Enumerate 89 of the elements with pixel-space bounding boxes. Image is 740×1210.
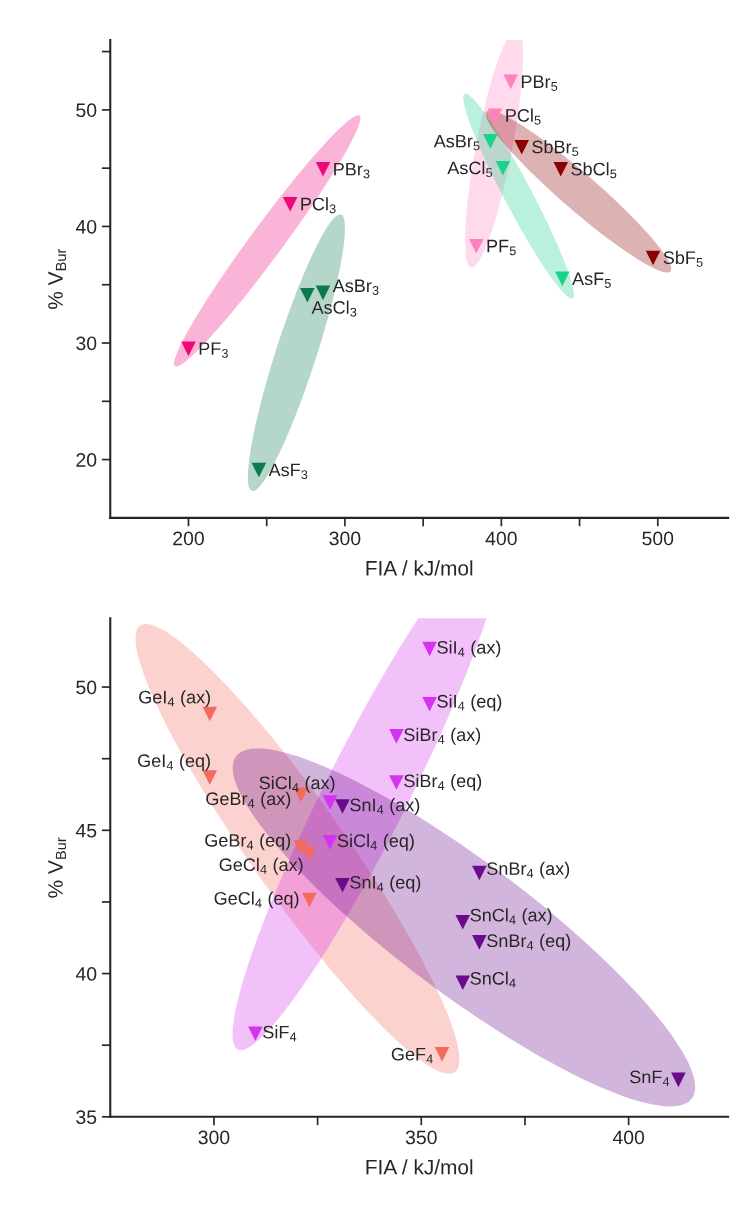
annotation: PCl$_{3}$: [301, 197, 336, 214]
y-tick-label: 40: [75, 219, 97, 234]
point: [315, 285, 331, 301]
point: [472, 865, 487, 881]
y-axis-title: % V$_{Bur}$: [48, 837, 67, 898]
annotation: GeI$_{4}$ (ax): [139, 690, 210, 708]
annotation: AsBr$_{5}$: [433, 134, 480, 151]
point: [671, 1072, 686, 1088]
annotation: PF$_{5}$: [487, 239, 516, 256]
annotation: SnF$_{4}$: [630, 1070, 670, 1086]
annotation: PBr$_{3}$: [334, 162, 370, 179]
point: [645, 250, 661, 266]
annotation: SbCl$_{5}$: [571, 162, 617, 179]
y-tick-label: 20: [76, 453, 97, 467]
point: [495, 160, 511, 176]
y-tick-label: 50: [76, 103, 97, 118]
point: [514, 139, 529, 155]
annotation: GeCl$_{4}$ (eq): [214, 891, 299, 909]
x-tick-label: 400: [612, 1130, 645, 1145]
point: [469, 238, 484, 254]
x-axis-title: FIA / kJ/mol: [366, 560, 473, 576]
annotation: SiBr$_{4}$ (eq): [404, 773, 482, 791]
point: [282, 197, 298, 212]
x-tick-label: 350: [405, 1130, 437, 1145]
x-tick-label: 400: [485, 531, 517, 546]
point: [202, 770, 218, 785]
annotation: SnBr$_{4}$ (ax): [487, 861, 570, 879]
y-tick-label: 30: [76, 336, 97, 351]
point: [483, 134, 498, 149]
annotation: AsF$_{5}$: [572, 272, 611, 288]
point: [335, 799, 350, 814]
annotation: SiCl$_{4}$ (eq): [337, 833, 414, 851]
y-tick-label: 35: [76, 1110, 97, 1125]
y-tick-label: 40: [75, 967, 97, 981]
point: [389, 729, 404, 744]
point: [302, 892, 317, 908]
point: [302, 846, 317, 862]
x-axis-title: FIA / kJ/mol: [366, 1159, 473, 1175]
annotation: SiBr$_{4}$ (ax): [404, 727, 481, 745]
annotation: PCl$_{5}$: [506, 108, 541, 125]
point: [472, 935, 487, 950]
annotation: SnI$_{4}$ (eq): [350, 875, 421, 893]
annotation: PBr$_{5}$: [521, 75, 558, 91]
annotation: GeBr$_{4}$ (ax): [206, 791, 291, 809]
annotation: GeF$_{4}$: [391, 1047, 433, 1064]
point: [335, 878, 350, 893]
annotation: SnCl$_{4}$: [470, 971, 516, 988]
x-tick-label: 300: [329, 531, 361, 546]
point: [251, 462, 267, 478]
point: [389, 775, 404, 790]
point: [455, 915, 471, 930]
x-tick-label: 200: [173, 531, 204, 546]
point: [248, 1026, 263, 1042]
point: [181, 341, 196, 357]
point: [322, 795, 338, 810]
point: [315, 162, 331, 177]
point: [293, 840, 309, 855]
point: [434, 1047, 450, 1062]
annotation: SiF$_{4}$: [263, 1025, 297, 1042]
annotation: AsF$_{3}$: [268, 463, 308, 480]
point: [503, 74, 519, 90]
point: [202, 706, 218, 722]
annotation: PF$_{3}$: [199, 342, 228, 358]
x-tick-label: 500: [642, 531, 674, 546]
point: [455, 975, 471, 991]
annotation: SiI$_{4}$ (ax): [437, 640, 501, 658]
annotation: SnI$_{4}$ (ax): [350, 798, 420, 815]
x-tick-label: 300: [198, 1130, 230, 1145]
point: [555, 271, 570, 287]
y-axis-title: % V$_{Bur}$: [48, 248, 67, 309]
annotation: AsCl$_{3}$: [311, 300, 357, 317]
point: [553, 162, 569, 177]
annotation: SiCl$_{4}$ (ax): [259, 775, 335, 793]
point: [487, 108, 503, 123]
annotation: SnCl$_{4}$ (ax): [470, 908, 552, 926]
y-tick-label: 50: [76, 680, 97, 695]
annotation: GeBr$_{4}$ (eq): [205, 833, 291, 851]
point: [422, 641, 437, 657]
annotation: SiI$_{4}$ (eq): [437, 694, 502, 712]
annotation: SnBr$_{4}$ (eq): [487, 933, 571, 951]
point: [422, 696, 437, 712]
point: [322, 835, 338, 850]
annotation: AsCl$_{5}$: [447, 161, 493, 178]
annotation: GeCl$_{4}$ (ax): [219, 857, 303, 875]
annotation: SbF$_{5}$: [663, 250, 703, 267]
annotation: SbBr$_{5}$: [532, 140, 579, 157]
annotation: GeI$_{4}$ (eq): [138, 753, 210, 771]
annotation: AsBr$_{3}$: [332, 279, 379, 295]
y-tick-label: 45: [75, 823, 97, 838]
